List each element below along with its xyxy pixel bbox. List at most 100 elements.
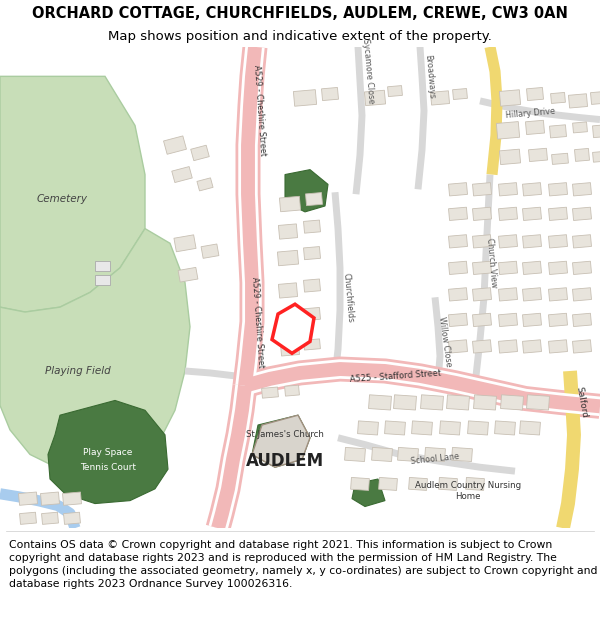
Bar — [41, 512, 58, 524]
Bar — [473, 261, 491, 274]
Bar — [277, 251, 299, 266]
Bar — [172, 167, 192, 182]
Bar — [499, 340, 517, 353]
Bar — [62, 492, 82, 505]
Bar — [572, 122, 587, 133]
Bar — [449, 235, 467, 248]
Bar — [449, 340, 467, 353]
Text: Cemetery: Cemetery — [37, 194, 88, 204]
Bar — [551, 153, 568, 164]
Bar — [500, 395, 523, 410]
Bar — [499, 261, 517, 274]
Polygon shape — [48, 401, 168, 504]
Bar — [304, 308, 320, 321]
Text: AUDLEM: AUDLEM — [246, 452, 324, 471]
Bar — [281, 342, 299, 356]
Bar — [523, 313, 541, 326]
Bar — [398, 448, 418, 461]
Bar — [412, 421, 433, 435]
Bar — [371, 448, 392, 461]
Bar — [499, 90, 521, 106]
Bar — [452, 448, 472, 461]
Text: Salford: Salford — [575, 386, 589, 419]
Bar — [520, 421, 541, 435]
Bar — [523, 182, 541, 196]
Bar — [344, 448, 365, 461]
Text: Audlem Country Nursing
Home: Audlem Country Nursing Home — [415, 481, 521, 501]
Bar — [548, 208, 568, 221]
Bar — [164, 136, 187, 154]
Bar — [593, 151, 600, 162]
Bar — [452, 89, 467, 99]
Bar — [449, 208, 467, 221]
Polygon shape — [285, 169, 328, 212]
Bar — [280, 196, 301, 212]
Bar — [572, 313, 592, 326]
Polygon shape — [252, 415, 310, 468]
Bar — [449, 261, 467, 274]
Bar — [385, 421, 406, 435]
Bar — [499, 208, 517, 221]
Bar — [548, 340, 568, 353]
Bar — [388, 86, 403, 97]
Bar — [284, 385, 299, 396]
Bar — [572, 261, 592, 274]
Bar — [191, 145, 209, 161]
Bar — [322, 88, 338, 101]
Bar — [572, 182, 592, 196]
Bar — [527, 395, 550, 410]
Bar — [550, 125, 566, 138]
Polygon shape — [0, 229, 190, 469]
Polygon shape — [272, 304, 314, 353]
Text: Broadways: Broadways — [424, 54, 436, 99]
Bar — [548, 288, 568, 301]
Bar — [572, 235, 592, 248]
Bar — [548, 313, 568, 326]
Bar — [572, 208, 592, 221]
Text: St James's Church: St James's Church — [246, 431, 324, 439]
Bar — [440, 421, 460, 435]
Bar — [278, 224, 298, 239]
Text: Tennis Court: Tennis Court — [80, 462, 136, 472]
Bar — [449, 313, 467, 326]
Text: Map shows position and indicative extent of the property.: Map shows position and indicative extent… — [108, 30, 492, 43]
Bar — [572, 340, 592, 353]
Bar — [41, 492, 59, 505]
Bar — [473, 235, 491, 248]
Bar — [174, 235, 196, 252]
Bar — [178, 268, 198, 282]
Bar — [496, 122, 520, 139]
Polygon shape — [95, 261, 110, 271]
Bar — [572, 288, 592, 301]
Bar — [304, 339, 320, 350]
Text: Contains OS data © Crown copyright and database right 2021. This information is : Contains OS data © Crown copyright and d… — [9, 540, 598, 589]
Bar — [473, 313, 491, 326]
Bar — [421, 395, 443, 410]
Bar — [409, 478, 427, 491]
Bar — [529, 148, 547, 161]
Bar — [590, 91, 600, 104]
Text: Playing Field: Playing Field — [45, 366, 111, 376]
Bar — [473, 182, 491, 196]
Bar — [197, 178, 213, 191]
Text: Sycamore Close: Sycamore Close — [361, 39, 376, 104]
Bar — [499, 149, 521, 164]
Bar — [379, 478, 397, 491]
Bar — [551, 92, 565, 104]
Polygon shape — [352, 479, 385, 506]
Bar — [305, 192, 322, 206]
Text: Churchfields: Churchfields — [341, 272, 355, 322]
Bar — [304, 220, 320, 233]
Bar — [368, 395, 391, 410]
Bar — [439, 478, 457, 491]
Bar — [430, 91, 449, 105]
Bar — [499, 182, 517, 196]
Bar — [494, 421, 515, 435]
Bar — [364, 90, 386, 106]
Polygon shape — [0, 76, 145, 312]
Bar — [425, 448, 445, 461]
Bar — [278, 283, 298, 298]
Bar — [394, 395, 416, 410]
Bar — [473, 340, 491, 353]
Bar — [304, 279, 320, 292]
